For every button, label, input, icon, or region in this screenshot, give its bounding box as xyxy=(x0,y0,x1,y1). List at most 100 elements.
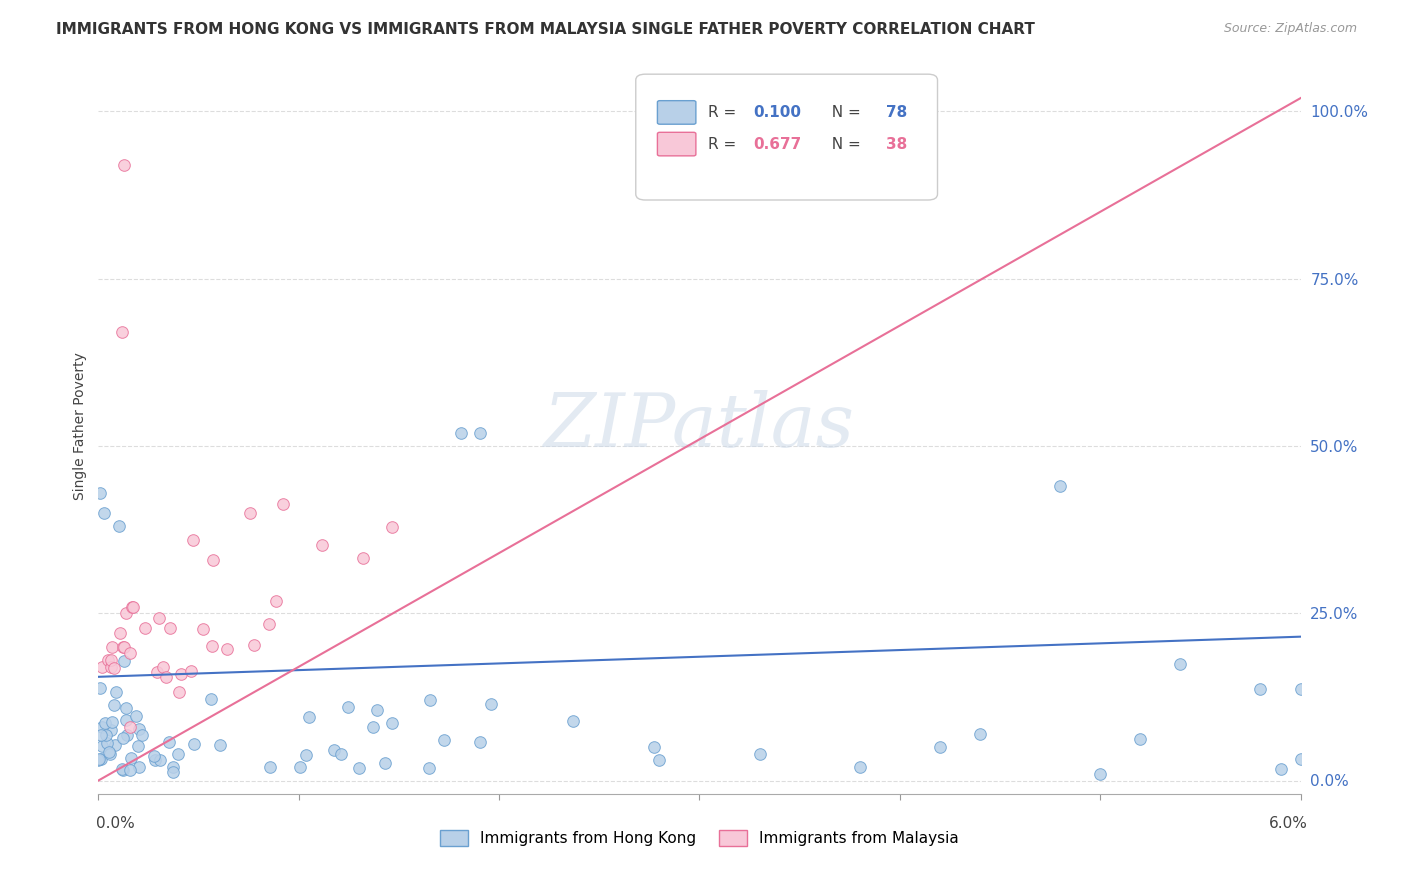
Point xyxy=(298,710,321,724)
Point xyxy=(155,670,177,684)
Point xyxy=(347,760,370,774)
Point xyxy=(295,748,318,763)
Point xyxy=(103,698,125,713)
Point xyxy=(849,760,872,774)
Point xyxy=(112,640,135,654)
Point xyxy=(361,720,384,734)
Point xyxy=(146,665,169,680)
Point xyxy=(167,747,190,761)
Point xyxy=(183,737,205,751)
Point xyxy=(112,731,135,745)
Point xyxy=(128,759,150,773)
Text: ZIPatlas: ZIPatlas xyxy=(544,390,855,462)
Point xyxy=(89,681,111,695)
Point xyxy=(125,708,148,723)
Point xyxy=(366,703,388,717)
Point xyxy=(115,607,138,621)
Point xyxy=(374,756,396,770)
Point xyxy=(180,664,202,678)
Point xyxy=(120,751,142,765)
Point xyxy=(1049,479,1071,493)
Point xyxy=(352,550,374,565)
Point xyxy=(337,700,360,714)
Point xyxy=(115,701,138,715)
Point xyxy=(167,684,190,698)
Point xyxy=(969,727,991,741)
Point xyxy=(201,553,224,567)
Point xyxy=(120,764,142,778)
Text: 78: 78 xyxy=(886,105,907,120)
Point xyxy=(183,533,205,547)
Point xyxy=(239,506,262,520)
Point xyxy=(1090,766,1112,780)
Legend: Immigrants from Hong Kong, Immigrants from Malaysia: Immigrants from Hong Kong, Immigrants fr… xyxy=(434,824,965,853)
Point xyxy=(159,735,181,749)
Point xyxy=(114,654,136,668)
Point xyxy=(470,425,492,440)
Point xyxy=(215,642,238,657)
Point xyxy=(98,745,121,759)
Point xyxy=(101,640,124,654)
Point xyxy=(170,667,193,681)
Point xyxy=(87,752,110,766)
Point xyxy=(93,506,115,520)
Point xyxy=(148,611,170,625)
Text: R =: R = xyxy=(707,105,741,120)
Point xyxy=(450,425,472,440)
Point xyxy=(89,485,111,500)
Point xyxy=(111,762,134,776)
Text: N =: N = xyxy=(823,136,866,152)
Point xyxy=(94,715,117,730)
Text: N =: N = xyxy=(823,105,866,120)
Point xyxy=(96,736,118,750)
Point xyxy=(87,753,110,767)
Point xyxy=(128,723,150,737)
Point xyxy=(1129,731,1152,746)
Point xyxy=(311,538,333,552)
Point xyxy=(115,728,138,742)
Point xyxy=(100,660,122,674)
Text: 0.100: 0.100 xyxy=(754,105,801,120)
Point xyxy=(323,743,346,757)
Point xyxy=(104,685,127,699)
Point xyxy=(1250,681,1272,696)
Point xyxy=(419,693,441,707)
Point xyxy=(162,760,184,774)
FancyBboxPatch shape xyxy=(658,132,696,156)
Y-axis label: Single Father Poverty: Single Father Poverty xyxy=(73,352,87,500)
Point xyxy=(91,660,114,674)
Text: 38: 38 xyxy=(886,136,907,152)
Point xyxy=(200,691,222,706)
Point xyxy=(561,714,583,729)
Point xyxy=(111,325,134,339)
Point xyxy=(479,698,502,712)
Point xyxy=(643,739,665,754)
Point xyxy=(100,653,122,667)
Point xyxy=(648,753,671,767)
Text: R =: R = xyxy=(707,136,741,152)
Point xyxy=(112,158,135,172)
Point xyxy=(100,723,122,737)
Text: 0.0%: 0.0% xyxy=(96,816,135,831)
Point xyxy=(149,753,172,767)
Point xyxy=(121,600,143,615)
Point xyxy=(290,760,312,774)
Point xyxy=(243,638,266,652)
Point xyxy=(418,761,440,775)
Point xyxy=(257,617,280,632)
Point xyxy=(259,760,281,774)
Point xyxy=(1289,682,1312,697)
Point xyxy=(98,747,121,761)
Point xyxy=(381,715,404,730)
Point xyxy=(104,738,127,752)
Point xyxy=(748,747,770,761)
Point xyxy=(97,653,120,667)
Point xyxy=(433,733,456,747)
FancyBboxPatch shape xyxy=(636,74,938,200)
Text: IMMIGRANTS FROM HONG KONG VS IMMIGRANTS FROM MALAYSIA SINGLE FATHER POVERTY CORR: IMMIGRANTS FROM HONG KONG VS IMMIGRANTS … xyxy=(56,22,1035,37)
Point xyxy=(120,720,142,734)
Point xyxy=(100,715,122,730)
Point xyxy=(1170,657,1192,671)
Point xyxy=(131,728,153,742)
Point xyxy=(142,748,165,763)
